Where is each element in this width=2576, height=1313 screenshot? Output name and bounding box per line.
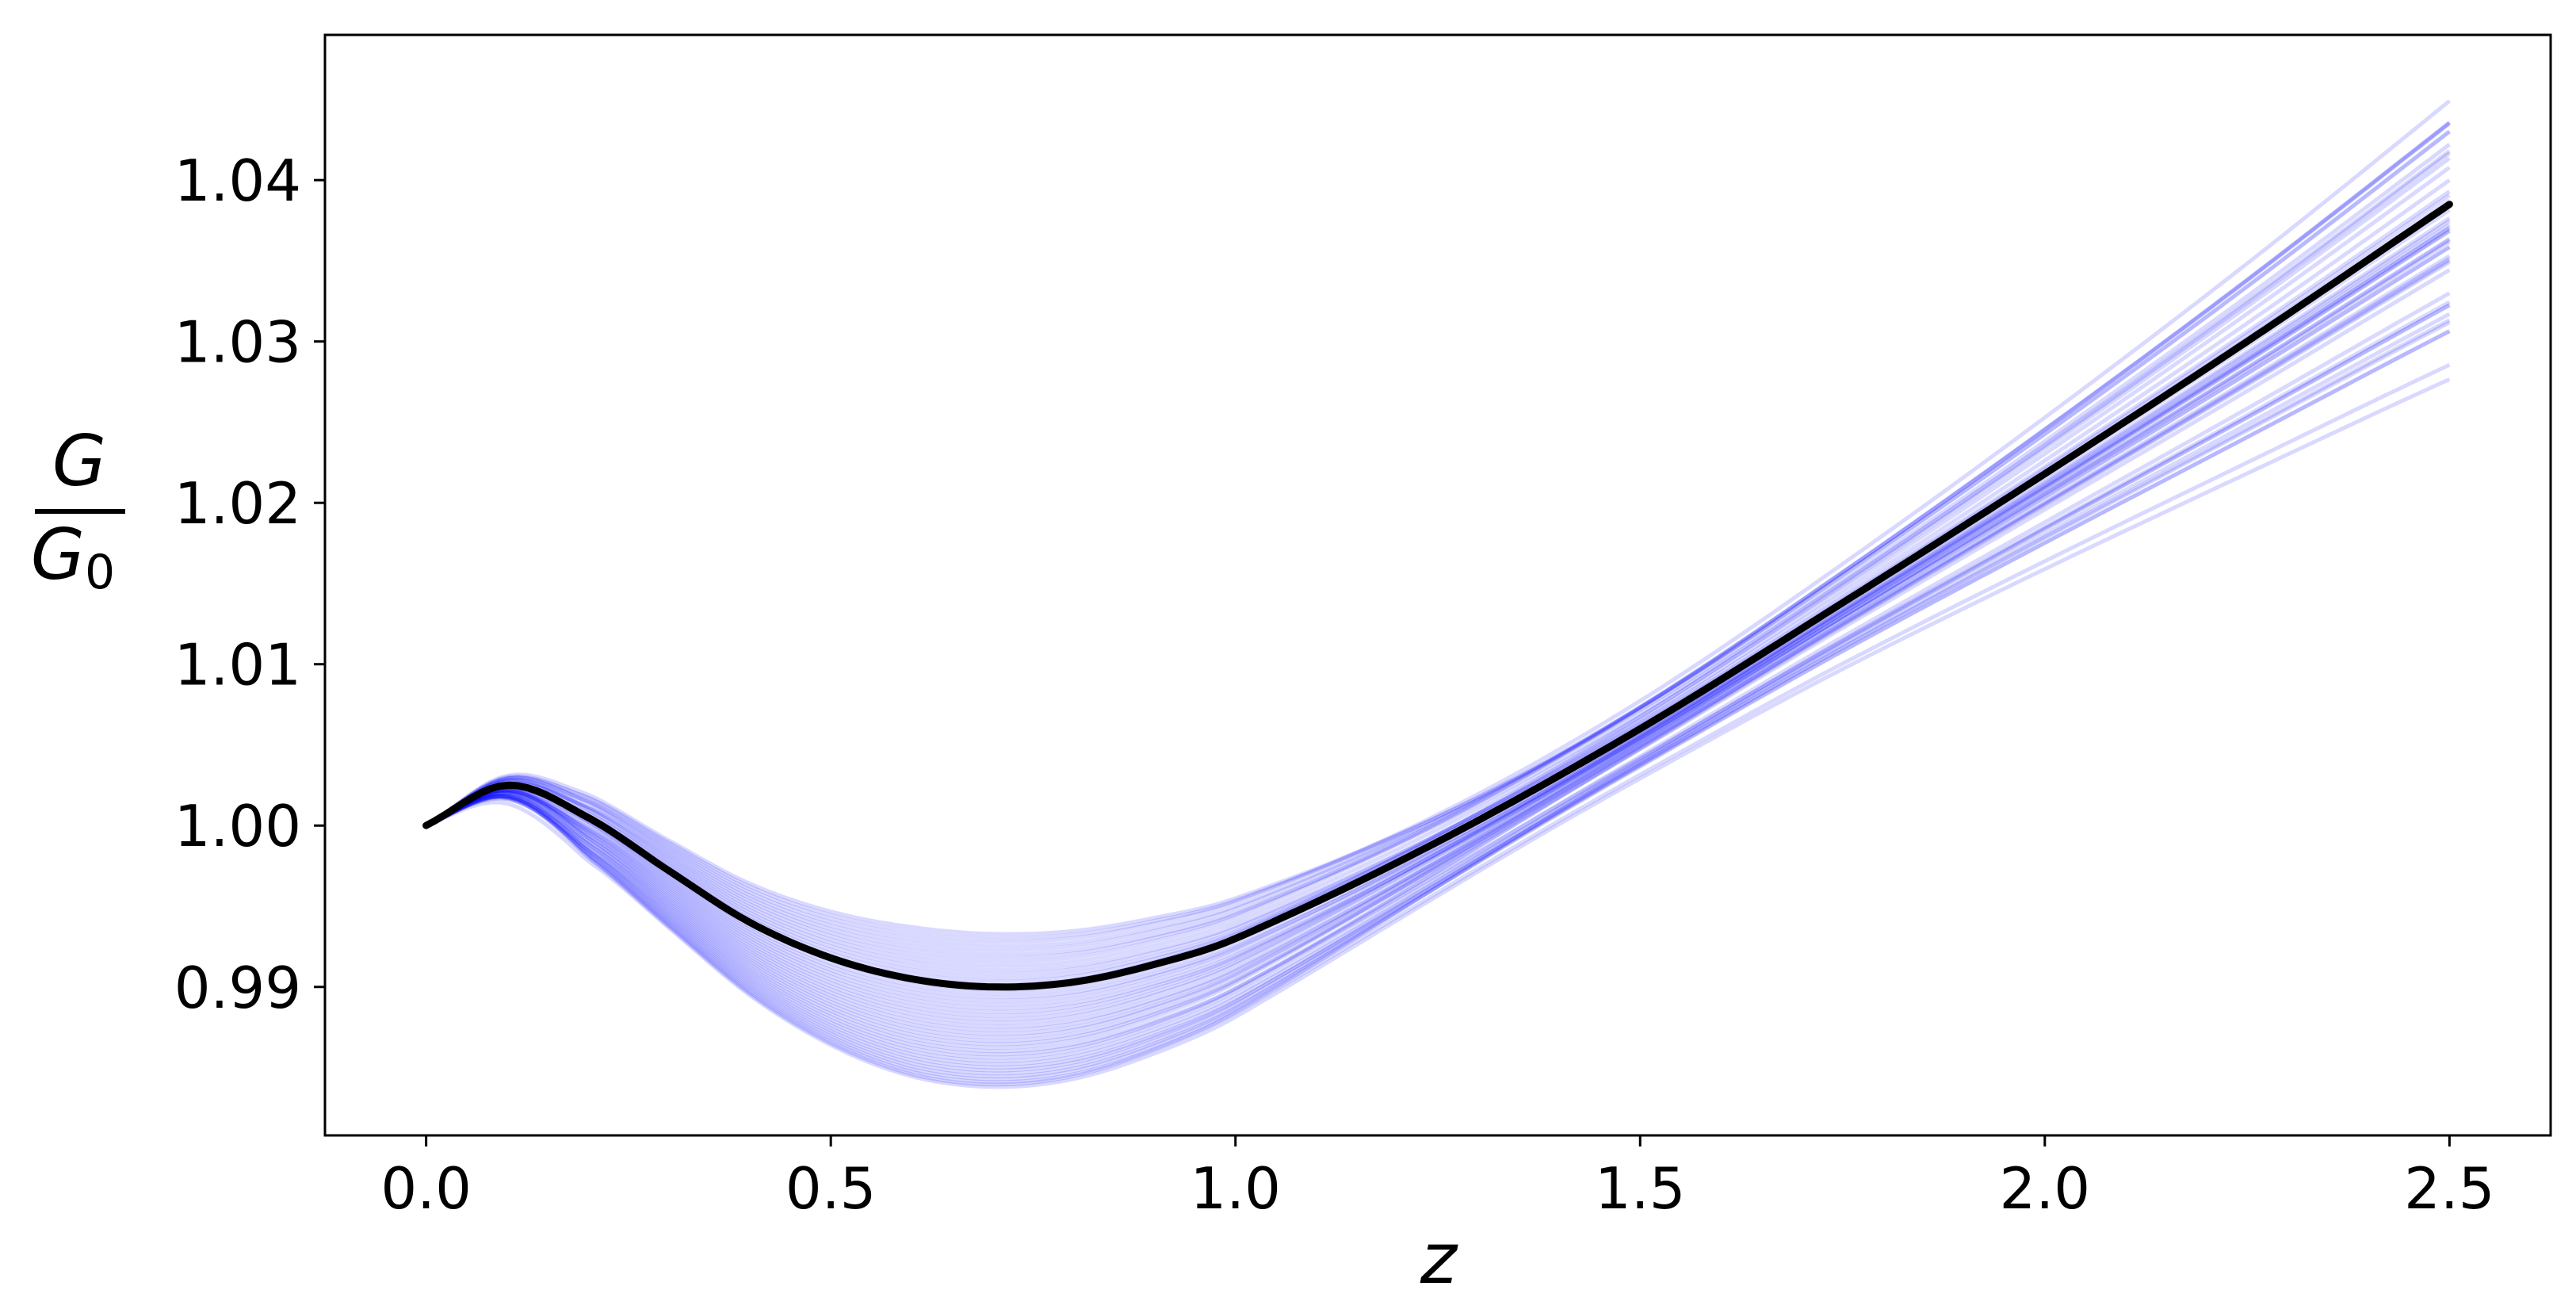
sample-line <box>425 238 2451 1032</box>
sample-line <box>425 237 2451 1050</box>
sample-lines <box>425 99 2451 1089</box>
x-tick-label: 1.0 <box>1190 1155 1281 1222</box>
sample-line <box>425 130 2451 940</box>
sample-line <box>425 129 2451 948</box>
y-axis-label-subscript: 0 <box>85 545 115 600</box>
mean-line <box>422 201 2453 991</box>
sample-line <box>425 318 2451 1076</box>
sample-line <box>425 304 2451 1087</box>
sample-line <box>425 227 2451 1039</box>
sample-line <box>425 223 2451 996</box>
sample-line <box>425 256 2451 1029</box>
sample-line <box>425 268 2451 1043</box>
sample-line <box>425 377 2451 1089</box>
sample-line <box>425 225 2451 1007</box>
sample-line <box>425 99 2451 944</box>
y-axis-label-numerator: G <box>52 420 106 502</box>
y-axis-label: G G0 <box>31 420 125 600</box>
sample-line <box>425 320 2451 1081</box>
sample-line <box>425 254 2451 1060</box>
sample-line <box>425 121 2451 960</box>
y-tick-label: 1.04 <box>174 147 301 214</box>
x-axis-ticks: 0.0 0.5 1.0 1.5 2.0 2.5 <box>380 1135 2495 1222</box>
sample-line <box>425 303 2451 1054</box>
sample-line <box>425 245 2451 1011</box>
y-tick-label: 1.01 <box>174 632 301 699</box>
plot-frame <box>323 33 2552 1137</box>
sample-line <box>425 362 2451 1085</box>
y-tick-label: 0.99 <box>174 955 301 1021</box>
sample-line <box>425 149 2451 956</box>
y-tick-label: 1.00 <box>174 793 301 859</box>
sample-line <box>425 329 2451 1079</box>
sample-line <box>425 300 2451 1073</box>
sample-line <box>425 260 2451 1057</box>
sample-line <box>425 156 2451 968</box>
y-tick-label: 1.02 <box>174 470 301 537</box>
y-axis-ticks: 0.99 1.00 1.01 1.02 1.03 1.04 <box>174 147 325 1021</box>
sample-line <box>425 121 2451 964</box>
sample-line <box>425 219 2451 1025</box>
sample-line <box>425 291 2451 1063</box>
y-axis-label-denominator: G0 <box>31 514 115 600</box>
x-tick-label: 1.5 <box>1595 1155 1686 1222</box>
x-axis-label: z <box>1420 1218 1458 1300</box>
sample-line <box>425 239 2451 1000</box>
x-tick-label: 2.5 <box>2404 1155 2495 1222</box>
sample-line <box>425 189 2451 972</box>
sample-line <box>425 166 2451 984</box>
sample-line <box>425 193 2451 980</box>
sample-line <box>425 258 2451 1036</box>
x-tick-label: 2.0 <box>2000 1155 2091 1222</box>
sample-line <box>425 329 2451 1070</box>
x-tick-label: 0.0 <box>380 1155 472 1222</box>
sample-line <box>425 245 2451 1047</box>
sample-line <box>425 216 2451 1018</box>
sample-line <box>425 178 2451 976</box>
x-tick-label: 0.5 <box>785 1155 877 1222</box>
sample-line <box>425 143 2451 936</box>
y-tick-label: 1.03 <box>174 309 301 376</box>
sample-line <box>425 229 2451 1022</box>
sample-line <box>425 312 2451 1066</box>
sample-line <box>425 121 2451 952</box>
sample-line <box>425 229 2451 1014</box>
